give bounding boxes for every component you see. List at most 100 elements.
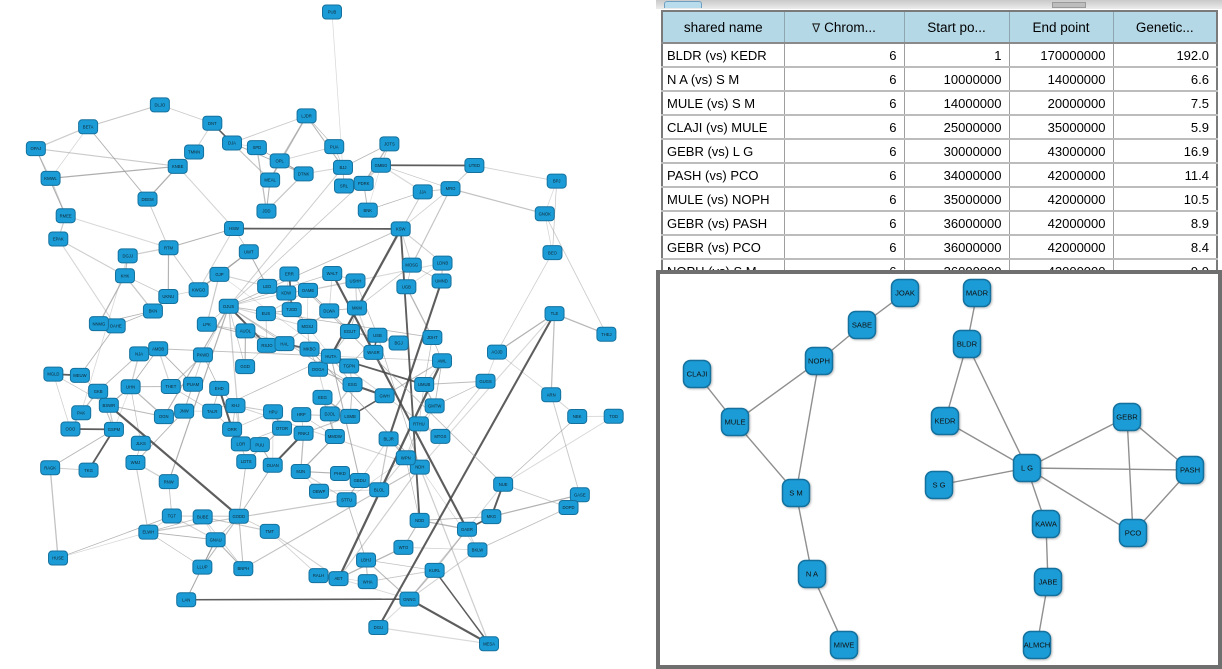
network-node[interactable]: GBDU <box>349 472 370 488</box>
table-cell[interactable]: 36000000 <box>904 211 1010 236</box>
network-node[interactable]: DOPD <box>558 500 579 516</box>
table-cell[interactable]: 6 <box>784 163 905 188</box>
network-node[interactable]: DGJJ <box>117 248 138 264</box>
table-cell[interactable]: BLDR (vs) KEDR <box>662 43 785 68</box>
network-edge[interactable] <box>228 228 401 307</box>
table-cell[interactable]: 1 <box>904 43 1010 68</box>
network-edge[interactable] <box>134 462 149 533</box>
network-edge[interactable] <box>49 467 59 559</box>
network-node[interactable]: RNW <box>158 474 179 490</box>
network-node[interactable]: SRL <box>334 178 354 194</box>
network-edge[interactable] <box>337 360 444 580</box>
table-row[interactable]: N A (vs) S M 6 10000000 14000000 6.6 <box>662 67 1218 92</box>
table-cell[interactable]: 43000000 <box>1009 139 1114 164</box>
network-edge[interactable] <box>269 531 319 576</box>
network-node-ALMCH[interactable]: ALMCH <box>1022 630 1052 660</box>
network-edge[interactable] <box>550 313 556 395</box>
network-node[interactable]: BKN <box>142 303 163 319</box>
table-cell[interactable]: 42000000 <box>1009 163 1114 188</box>
column-header-start-position[interactable]: Start po... <box>904 11 1010 44</box>
network-node[interactable]: TKG <box>78 462 99 478</box>
network-node[interactable]: JLKS <box>130 435 151 451</box>
network-node[interactable]: DNT <box>202 115 223 131</box>
table-row[interactable]: BLDR (vs) KEDR 6 1 170000000 192.0 <box>662 43 1218 68</box>
network-node[interactable]: USB <box>367 327 388 343</box>
network-node[interactable]: AUOL <box>235 323 256 339</box>
network-node[interactable]: NDD <box>409 512 430 528</box>
network-edge-NOPH-SM[interactable] <box>795 360 820 494</box>
network-edge[interactable] <box>135 410 185 463</box>
network-edge[interactable] <box>53 373 71 430</box>
network-node[interactable]: HUTA <box>320 348 341 364</box>
network-node[interactable]: OBWP <box>308 483 329 499</box>
network-edge[interactable] <box>377 313 556 629</box>
network-node[interactable]: GAER <box>456 521 477 537</box>
network-edge[interactable] <box>148 531 216 541</box>
column-header-genetic[interactable]: Genetic... <box>1113 11 1218 44</box>
table-cell[interactable]: 42000000 <box>1009 211 1114 236</box>
network-node-KEDR[interactable]: KEDR <box>930 406 960 436</box>
network-node[interactable]: UKNU <box>158 288 179 304</box>
network-node[interactable]: LOR <box>230 436 251 452</box>
network-node-BLDR[interactable]: BLDR <box>952 329 982 359</box>
network-node[interactable]: LAN <box>176 592 197 608</box>
network-node[interactable]: BUBE <box>192 509 213 525</box>
network-node[interactable]: LPK <box>196 316 217 332</box>
table-cell[interactable]: 6 <box>784 115 905 140</box>
network-node[interactable]: GASE <box>569 487 590 503</box>
network-node[interactable]: KSW <box>390 221 411 237</box>
network-node[interactable]: ERR <box>279 266 300 282</box>
table-cell[interactable]: 42000000 <box>1009 187 1114 212</box>
network-node-SABE[interactable]: SABE <box>847 310 877 340</box>
network-edge-LG-PASH[interactable] <box>1026 467 1191 471</box>
network-edge[interactable] <box>147 199 169 248</box>
network-node[interactable]: DJA <box>222 135 243 151</box>
network-edge[interactable] <box>177 165 235 229</box>
network-node[interactable]: MKG <box>481 509 502 525</box>
network-node[interactable]: BLJR <box>378 431 399 447</box>
network-node[interactable]: RMEE <box>55 208 76 224</box>
network-node[interactable]: MGSJ <box>297 319 318 335</box>
network-node[interactable]: PDRK <box>353 175 374 191</box>
network-edge[interactable] <box>502 416 578 485</box>
network-node[interactable]: NNMG <box>88 316 109 332</box>
network-node[interactable]: SPD <box>246 140 267 156</box>
small-network-canvas[interactable]: CLAJI MULE NOPH SABE JOAK S M N A MIWE MADR BLDR K… <box>660 274 1218 665</box>
network-node[interactable]: RALH <box>308 568 329 584</box>
network-node[interactable]: EUS <box>255 306 276 322</box>
network-edge[interactable] <box>405 457 420 521</box>
network-node[interactable]: KURL <box>424 562 445 578</box>
network-node[interactable]: EGUT <box>339 323 360 339</box>
table-cell[interactable]: MULE (vs) NOPH <box>662 187 785 212</box>
network-node[interactable]: MEAL <box>260 172 281 188</box>
network-edge[interactable] <box>491 494 580 518</box>
network-edge-GEBR-PCO[interactable] <box>1126 416 1134 534</box>
network-node-MIWE[interactable]: MIWE <box>829 630 859 660</box>
table-cell[interactable]: 36000000 <box>904 235 1010 260</box>
table-cell[interactable]: N A (vs) S M <box>662 67 785 92</box>
table-cell[interactable]: 6 <box>784 43 905 68</box>
network-edge-LG-PCO[interactable] <box>1026 467 1134 534</box>
table-cell[interactable]: GEBR (vs) L G <box>662 139 785 164</box>
network-node[interactable]: KWGO <box>188 282 209 298</box>
network-edge[interactable] <box>238 461 247 517</box>
network-node-NA[interactable]: N A <box>797 559 827 589</box>
table-row[interactable]: GEBR (vs) PASH 6 36000000 42000000 8.9 <box>662 211 1218 236</box>
network-edge[interactable] <box>419 516 492 521</box>
network-node[interactable]: WPN <box>395 450 416 466</box>
network-edge[interactable] <box>57 531 149 559</box>
network-edge[interactable] <box>331 273 468 530</box>
network-edge[interactable] <box>440 380 486 437</box>
table-cell[interactable]: 8.4 <box>1113 235 1218 260</box>
network-node[interactable]: AOJD <box>487 344 508 360</box>
network-node[interactable]: JDD <box>256 203 277 219</box>
network-node[interactable]: MKM <box>346 300 367 316</box>
network-edge[interactable] <box>331 11 345 187</box>
network-edge[interactable] <box>79 325 117 376</box>
network-node[interactable]: ESG <box>342 377 363 393</box>
network-node[interactable]: BKLW <box>467 542 488 558</box>
table-cell[interactable]: 6 <box>784 91 905 116</box>
network-node-GEBR[interactable]: GEBR <box>1112 402 1142 432</box>
network-node-PCO[interactable]: PCO <box>1118 518 1148 548</box>
network-edge[interactable] <box>238 516 244 569</box>
